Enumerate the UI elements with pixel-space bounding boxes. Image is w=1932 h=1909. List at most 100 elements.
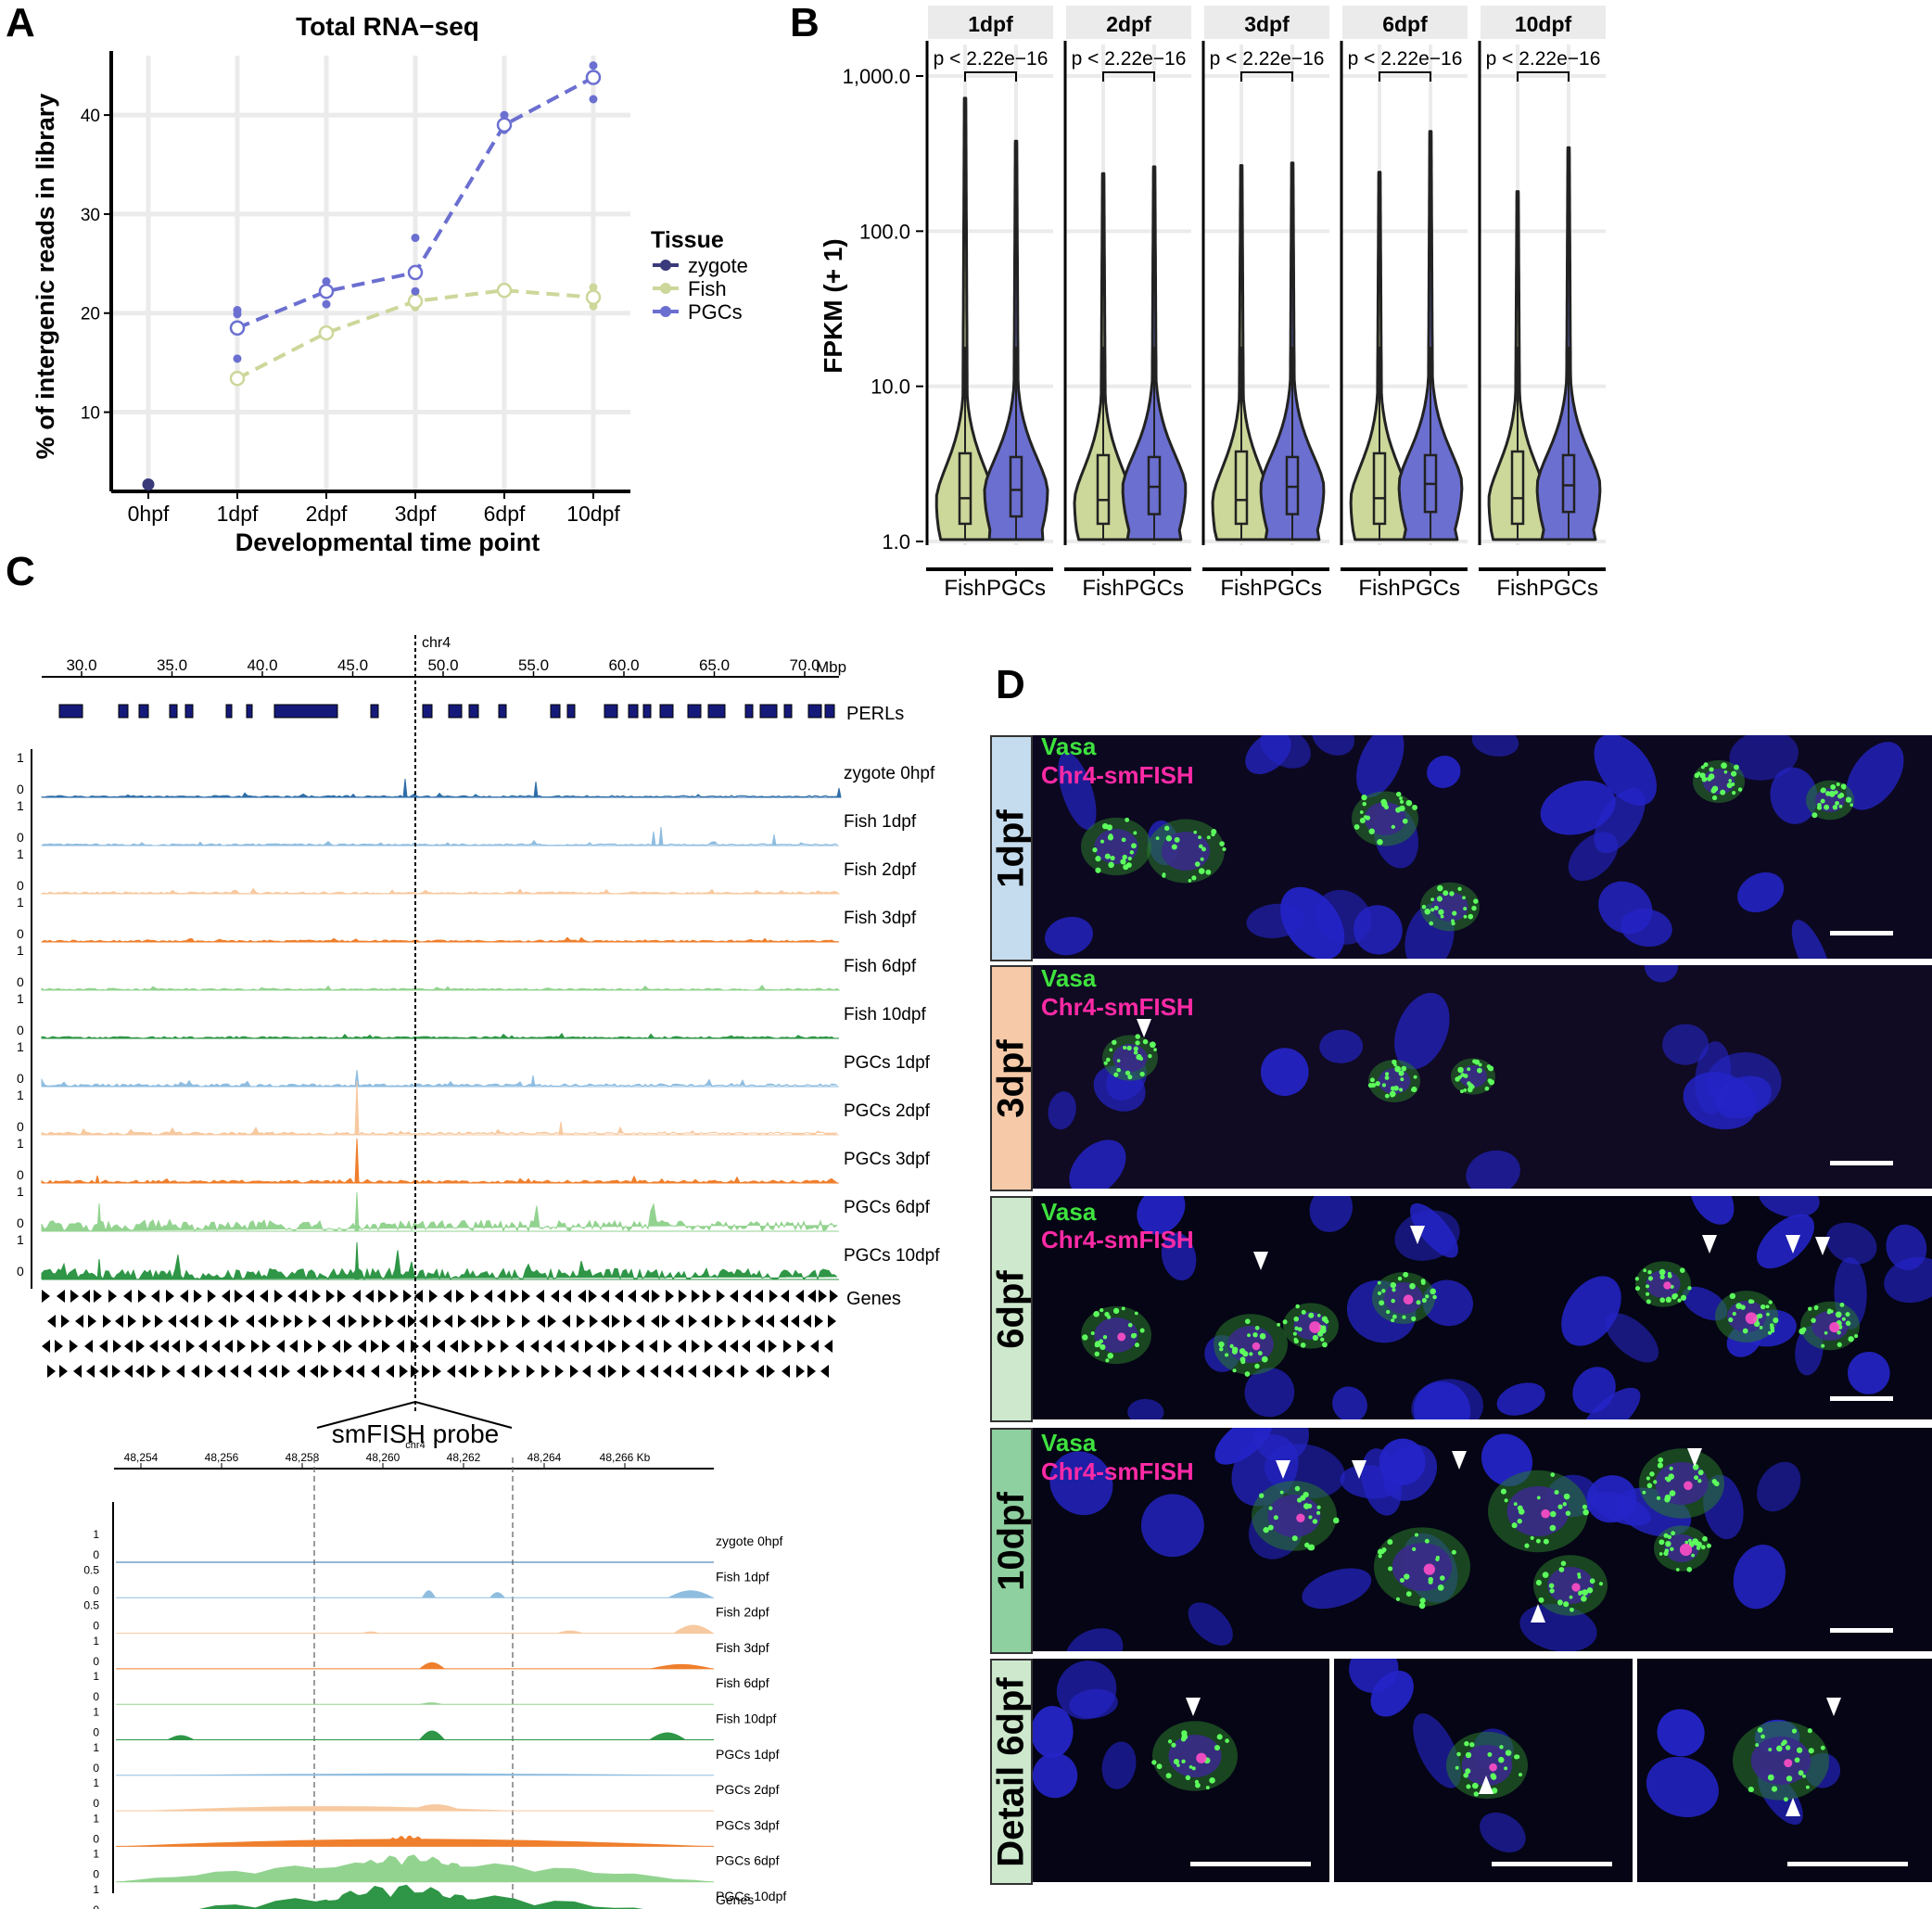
gene-arrow: [475, 1340, 483, 1353]
gene-arrow: [688, 1365, 696, 1378]
vasa-granule: [1755, 1743, 1760, 1748]
vasa-granule: [1773, 1317, 1779, 1324]
vasa-granule: [1191, 875, 1197, 881]
vasa-granule: [1517, 1519, 1522, 1524]
gene-arrow: [662, 1315, 670, 1328]
gene-arrow: [689, 1315, 697, 1328]
y-tick-label: 20: [81, 305, 100, 325]
vasa-granule: [1687, 1538, 1692, 1543]
vasa-granule: [1125, 1070, 1131, 1075]
vasa-granule: [1103, 1061, 1108, 1065]
gene-arrow: [703, 1290, 711, 1303]
gene-arrow: [780, 1315, 788, 1328]
vasa-granule: [1171, 844, 1177, 850]
perl-region: [448, 704, 463, 719]
vasa-granule: [1102, 1335, 1108, 1340]
vasa-granule: [1094, 1343, 1099, 1348]
gene-arrow: [397, 1315, 405, 1328]
facet-strip: [1066, 6, 1191, 39]
gene-arrow: [287, 1290, 296, 1303]
vasa-granule: [1384, 1075, 1390, 1080]
gene-arrow: [276, 1340, 285, 1353]
vasa-granule: [1813, 1304, 1819, 1310]
p-value-label: p < 2.22e−16: [1072, 48, 1187, 70]
nucleus: [1332, 1386, 1367, 1419]
arrowhead: [1531, 1604, 1545, 1623]
gene-arrow: [309, 1315, 317, 1328]
mean-point: [496, 282, 513, 299]
vasa-granule: [1167, 1739, 1173, 1744]
gene-arrow: [358, 1340, 366, 1353]
vasa-granule: [1277, 1322, 1281, 1327]
gene-arrow: [115, 1315, 123, 1328]
scale-label: 0: [17, 926, 24, 941]
vasa-granule: [1307, 1503, 1313, 1509]
smfish-signal: [1784, 1759, 1793, 1768]
gene-arrow: [128, 1315, 136, 1328]
track-label: PGCs 1dpf: [844, 1053, 931, 1073]
vasa-granule: [1729, 1292, 1736, 1300]
gene-arrow: [172, 1340, 180, 1353]
gene-arrow: [138, 1290, 146, 1303]
gene-arrow: [830, 1290, 838, 1303]
vasa-granule: [1709, 767, 1714, 772]
zoom-scale-label: 0: [93, 1548, 99, 1561]
vasa-granule: [1829, 1309, 1834, 1314]
gene-arrow: [767, 1365, 775, 1378]
gene-arrow: [151, 1290, 159, 1303]
vasa-granule: [1471, 1782, 1479, 1789]
vasa-granule: [1249, 1352, 1253, 1356]
scale-bar: [1830, 931, 1893, 935]
vasa-granule: [1095, 856, 1101, 862]
facet-2dpf: 2dpf p < 2.22e−16 Fish PGCs: [1063, 6, 1191, 601]
gene-arrow: [810, 1340, 819, 1353]
gene-arrow: [419, 1315, 427, 1328]
nucleus: [1354, 905, 1403, 955]
vasa-granule: [1263, 1526, 1269, 1534]
vasa-granule: [1198, 868, 1205, 874]
zoom-chrom-label: chr4: [405, 1440, 425, 1451]
vasa-granule: [1634, 1277, 1639, 1281]
gene-arrow: [590, 1315, 598, 1328]
vasa-granule: [1293, 1316, 1300, 1322]
vasa-granule: [1214, 1744, 1221, 1751]
gene-arrow: [515, 1340, 524, 1353]
gene-arrow: [702, 1365, 710, 1378]
vasa-granule: [1416, 1300, 1421, 1305]
panel-label-b: B: [790, 0, 820, 45]
perl-region: [422, 704, 433, 719]
vasa-granule: [1694, 772, 1699, 779]
vasa-granule: [1397, 1276, 1403, 1281]
vasa-granule: [1282, 1319, 1288, 1325]
vasa-granule: [1757, 1726, 1763, 1733]
vasa-granule: [1122, 854, 1127, 860]
axis-tick-label: 60.0: [608, 656, 639, 674]
germ-cell-nucleus: [1392, 1543, 1453, 1591]
gene-arrow: [297, 1365, 305, 1378]
vasa-granule: [1473, 898, 1479, 904]
perl-region: [138, 704, 149, 719]
x-tick-label: 6dpf: [484, 502, 526, 526]
vasa-granule: [1728, 779, 1733, 783]
vasa-granule: [1692, 1464, 1699, 1470]
coverage-fish-1dpf: [41, 826, 839, 846]
legend-smfish: Chr4-smFISH: [1041, 993, 1194, 1021]
vasa-granule: [1535, 1538, 1541, 1544]
nucleus: [1413, 1381, 1471, 1419]
gene-arrow: [143, 1315, 151, 1328]
vasa-granule: [1834, 790, 1838, 795]
perl-region: [687, 704, 702, 719]
vasa-granule: [1304, 1542, 1310, 1548]
perl-region: [225, 704, 233, 719]
significance-bracket: [964, 71, 1017, 82]
violin-Fish: [934, 96, 996, 541]
nucleus: [1847, 1351, 1890, 1394]
scale-label: 0: [17, 1119, 24, 1134]
germ-cell-nucleus: [1168, 1735, 1222, 1777]
axis-unit: Mbp: [816, 658, 846, 676]
vasa-granule: [1711, 785, 1719, 792]
violin-PGCs: [1535, 146, 1602, 541]
nucleus: [1594, 735, 1657, 806]
zoom-track-label: Fish 1dpf: [716, 1569, 769, 1584]
nucleus: [1561, 1276, 1621, 1346]
